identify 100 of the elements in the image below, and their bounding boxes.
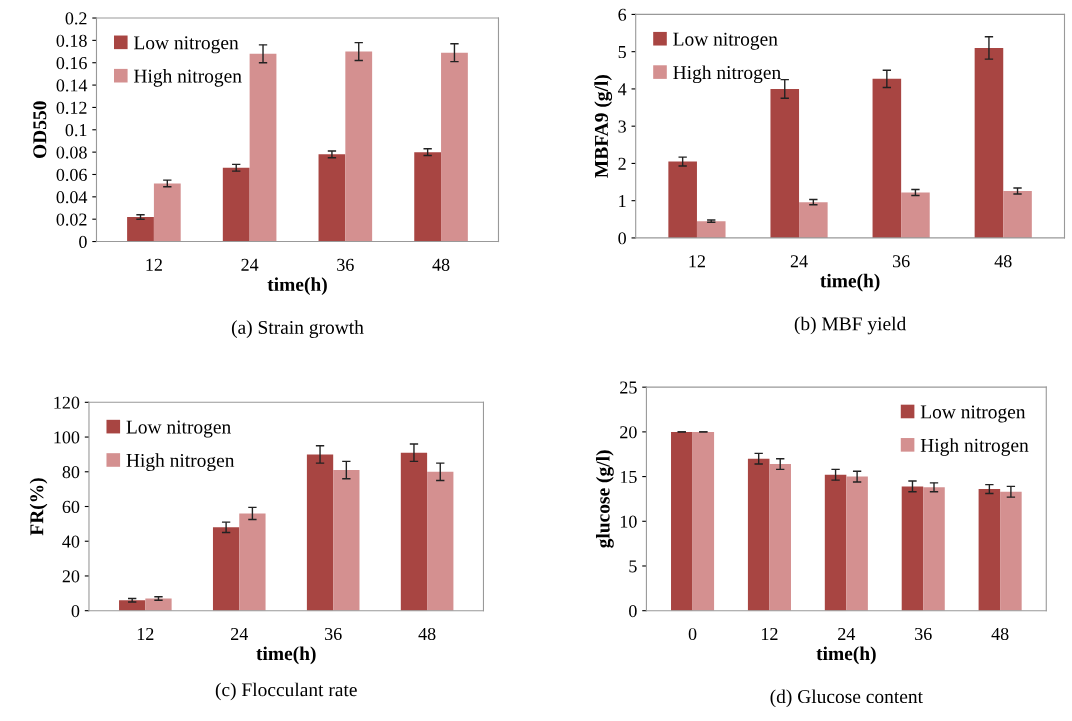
bar bbox=[824, 474, 847, 611]
bar bbox=[668, 161, 697, 238]
bar bbox=[119, 600, 146, 611]
x-tick-label: 24 bbox=[790, 255, 808, 268]
legend-label: Low nitrogen bbox=[126, 420, 231, 438]
y-tick-label: 0.08 bbox=[56, 146, 87, 159]
bar bbox=[901, 192, 930, 238]
y-axis-title: FR(%) bbox=[29, 478, 48, 536]
text: (d) Glucose content bbox=[770, 689, 923, 708]
legend-label: High nitrogen bbox=[126, 453, 235, 471]
y-tick-label: 80 bbox=[62, 466, 80, 479]
y-tick-label: 0.06 bbox=[56, 168, 87, 181]
x-tick-label: 12 bbox=[689, 255, 705, 268]
y-tick-label: 5 bbox=[618, 46, 626, 59]
x-tick-label: 24 bbox=[241, 258, 259, 271]
bar bbox=[318, 154, 346, 242]
bar bbox=[153, 183, 181, 242]
bar bbox=[306, 454, 334, 611]
bar bbox=[696, 221, 726, 238]
y-tick-label: 0.04 bbox=[56, 191, 88, 204]
y-tick-label: 0.18 bbox=[56, 34, 87, 47]
x-axis-title: time(h) bbox=[816, 646, 876, 665]
bar bbox=[427, 471, 454, 611]
x-tick-label: 48 bbox=[991, 627, 1009, 641]
y-tick-label: 6 bbox=[618, 8, 627, 21]
y-tick-label: 0 bbox=[71, 604, 80, 618]
y-tick-label: 1 bbox=[619, 195, 626, 207]
bar bbox=[1000, 491, 1022, 611]
bar bbox=[414, 152, 442, 242]
bar bbox=[769, 464, 791, 611]
x-tick-label: 36 bbox=[325, 627, 342, 641]
bar bbox=[770, 88, 800, 238]
bar bbox=[846, 476, 868, 611]
bar bbox=[692, 431, 715, 611]
legend-label: Low nitrogen bbox=[133, 36, 239, 54]
bar bbox=[747, 458, 770, 611]
y-tick-label: 3 bbox=[618, 120, 626, 133]
y-tick-label: 40 bbox=[62, 535, 80, 548]
x-tick-label: 36 bbox=[915, 627, 932, 641]
y-tick-label: 0.2 bbox=[65, 12, 87, 25]
y-tick-label: 0.1 bbox=[65, 124, 87, 137]
bar bbox=[345, 51, 373, 242]
y-tick-label: 100 bbox=[54, 431, 80, 444]
bar bbox=[441, 52, 468, 242]
bar bbox=[974, 47, 1004, 238]
y-tick-label: 20 bbox=[62, 570, 80, 583]
y-tick-label: 4 bbox=[617, 83, 627, 96]
y-tick-label: 0.16 bbox=[56, 56, 87, 70]
y-tick-label: 0 bbox=[618, 232, 626, 245]
y-tick-label: 60 bbox=[62, 500, 80, 513]
y-tick-label: 15 bbox=[620, 470, 637, 484]
bar bbox=[145, 598, 172, 611]
x-tick-label: 24 bbox=[231, 627, 249, 640]
text: (c) Flocculant rate bbox=[215, 682, 357, 701]
bar bbox=[978, 489, 1001, 611]
legend-label: High nitrogen bbox=[920, 438, 1029, 456]
x-tick-label: 48 bbox=[994, 255, 1012, 268]
x-tick-label: 36 bbox=[892, 255, 910, 268]
legend-label: High nitrogen bbox=[133, 69, 242, 87]
bar bbox=[333, 470, 360, 611]
x-axis-title: time(h) bbox=[267, 277, 327, 295]
legend-label: High nitrogen bbox=[673, 65, 781, 84]
bar bbox=[239, 513, 266, 611]
x-tick-label: 48 bbox=[432, 258, 450, 271]
y-tick-label: 0 bbox=[629, 604, 637, 618]
text: (b) MBF yield bbox=[794, 316, 907, 335]
x-tick-label: 12 bbox=[146, 258, 162, 271]
y-tick-label: 120 bbox=[54, 396, 80, 409]
x-tick-label: 24 bbox=[838, 627, 856, 640]
x-tick-label: 12 bbox=[762, 627, 778, 640]
y-axis-title: OD550 bbox=[33, 101, 47, 158]
legend-label: Low nitrogen bbox=[920, 405, 1026, 423]
bar bbox=[400, 452, 428, 611]
y-tick-label: 25 bbox=[620, 381, 637, 394]
bar bbox=[923, 487, 945, 611]
bar bbox=[901, 486, 924, 611]
legend-label: Low nitrogen bbox=[673, 32, 778, 50]
x-tick-label: 0 bbox=[688, 627, 697, 641]
text: (a) Strain growth bbox=[231, 320, 364, 338]
x-tick-label: 12 bbox=[137, 627, 154, 640]
y-tick-label: 0.14 bbox=[56, 79, 88, 92]
x-tick-label: 48 bbox=[418, 627, 436, 641]
bar bbox=[222, 167, 250, 242]
x-tick-label: 36 bbox=[337, 258, 354, 271]
x-axis-title: time(h) bbox=[256, 646, 316, 665]
y-tick-label: 0.02 bbox=[56, 213, 87, 226]
y-tick-label: 5 bbox=[629, 560, 637, 573]
y-tick-label: 0 bbox=[79, 235, 87, 248]
bar bbox=[127, 216, 154, 242]
y-tick-label: 2 bbox=[618, 157, 626, 170]
y-tick-label: 20 bbox=[620, 426, 637, 439]
y-axis-title: glucose (g/l) bbox=[595, 450, 614, 548]
bar bbox=[872, 78, 902, 238]
bar bbox=[799, 202, 828, 238]
y-tick-label: 10 bbox=[620, 515, 637, 528]
x-axis-title: time(h) bbox=[820, 273, 880, 292]
bar bbox=[1003, 190, 1032, 238]
y-axis-title: MBFA9 (g/l) bbox=[594, 75, 613, 178]
y-tick-label: 0.12 bbox=[56, 101, 87, 114]
bar bbox=[671, 431, 693, 611]
